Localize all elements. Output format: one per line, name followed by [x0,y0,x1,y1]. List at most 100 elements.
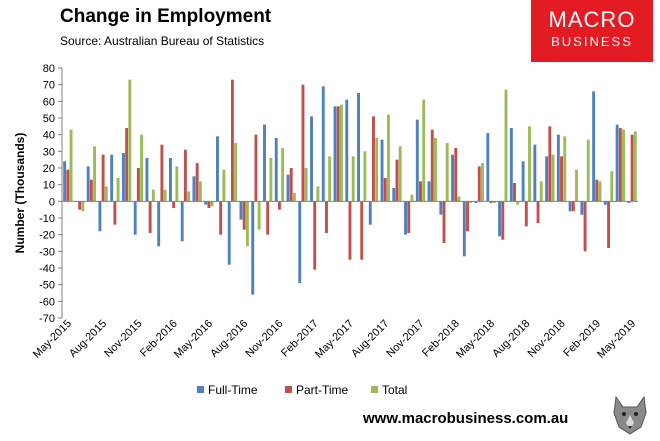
y-axis-title: Number (Thousands) [13,133,27,254]
bar-total [575,169,578,202]
bar-total [351,156,355,202]
bar-total [222,169,226,202]
wolf-icon [608,393,652,437]
bar-total [81,201,85,212]
logo-line-1: MACRO [548,7,636,32]
x-tick-label: Nov-2017 [384,318,426,360]
bar-full-time [98,201,102,232]
bar-full-time [157,201,161,247]
bar-part-time [66,169,70,202]
bar-full-time [133,201,137,235]
bar-full-time [298,201,302,283]
bar-full-time [216,136,219,202]
bar-total [516,201,520,205]
bar-full-time [204,201,208,205]
bar-total [234,143,238,202]
bar-full-time [345,99,349,202]
bar-total [116,178,120,202]
bar-full-time [521,161,525,202]
bar-part-time [466,201,469,232]
bar-full-time [286,174,290,202]
bar-total [598,181,602,202]
bar-part-time [442,201,446,243]
bar-full-time [357,93,360,202]
bar-total [187,191,191,202]
bar-part-time [148,201,152,233]
x-tick-label: Nov-2016 [243,318,285,360]
bar-full-time [380,139,384,202]
website-url[interactable]: www.macrobusiness.com.au [363,410,569,427]
x-tick-label: Aug-2016 [208,318,250,360]
bar-total [398,146,402,202]
legend-swatch [371,386,378,393]
bar-full-time [615,124,619,202]
bar-total [469,201,473,203]
legend-swatch [285,386,292,393]
bar-total [363,151,367,202]
bar-total [551,154,555,202]
bar-part-time [595,179,599,202]
bar-total [410,194,414,202]
bar-total [316,186,320,202]
y-tick-label: -30 [39,246,55,258]
bar-part-time [548,126,552,202]
bar-part-time [160,144,164,202]
bar-full-time [592,91,596,202]
bar-part-time [195,163,199,202]
bar-total [304,168,308,202]
bar-full-time [462,201,466,257]
logo-line-2: BUSINESS [551,34,633,49]
bar-full-time [321,86,325,202]
legend-label: Total [382,383,407,397]
y-tick-label: 50 [43,113,55,125]
bar-full-time [227,201,231,265]
bar-total [386,114,390,202]
bar-part-time [136,168,140,202]
bar-part-time [289,168,293,202]
bar-total [140,134,144,202]
y-tick-label: -60 [39,296,55,308]
legend-label: Full-Time [208,383,258,397]
bar-full-time [63,161,67,202]
bar-part-time [583,201,587,252]
bar-part-time [313,201,317,270]
bar-full-time [251,201,255,295]
x-tick-label: Nov-2018 [526,318,568,360]
chart-title: Change in Employment [60,6,272,27]
bar-part-time [336,106,340,202]
bar-part-time [372,116,375,202]
bar-total [163,189,167,202]
bar-total [269,158,273,202]
bar-part-time [419,181,422,202]
bar-total [539,181,543,202]
bar-full-time [239,201,243,220]
bar-full-time [274,138,278,202]
macrobusiness-logo: MACRO BUSINESS [531,0,653,62]
bar-full-time [509,128,513,202]
bar-full-time [404,201,407,235]
bar-full-time [603,201,607,205]
bar-total [175,166,179,202]
bar-total [257,201,261,230]
y-tick-label: -10 [39,213,55,225]
bar-part-time [172,201,176,208]
bar-part-time [513,183,516,202]
bar-full-time [110,154,114,202]
bar-part-time [78,201,82,210]
bar-part-time [183,149,187,202]
x-tick-label: Aug-2015 [67,318,109,360]
bar-total [622,129,625,202]
bar-part-time [113,201,117,225]
bar-full-time [533,144,537,202]
bar-full-time [474,201,478,203]
bar-part-time [230,79,234,202]
bar-total [245,201,249,247]
bar-total [375,138,379,202]
bar-full-time [627,201,631,203]
bar-total [528,126,531,202]
bar-total [128,79,132,202]
bar-full-time [192,176,196,202]
bar-full-time [427,181,431,202]
bar-part-time [477,166,481,202]
